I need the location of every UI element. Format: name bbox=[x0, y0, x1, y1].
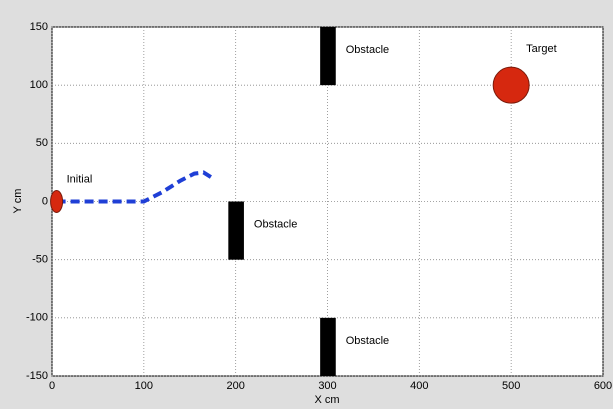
initial-label: Initial bbox=[67, 173, 93, 185]
x-tick-label: 100 bbox=[135, 380, 153, 392]
x-tick-label: 300 bbox=[318, 380, 336, 392]
obstacle bbox=[228, 202, 244, 260]
x-tick-label: 0 bbox=[49, 380, 55, 392]
y-tick-label: 150 bbox=[30, 21, 48, 33]
y-tick-label: -50 bbox=[32, 254, 48, 266]
target-label: Target bbox=[526, 43, 557, 55]
y-tick-label: -100 bbox=[26, 312, 48, 324]
obstacle-label: Obstacle bbox=[346, 335, 389, 347]
x-tick-label: 400 bbox=[410, 380, 428, 392]
target bbox=[493, 67, 529, 103]
y-tick-label: 50 bbox=[36, 137, 48, 149]
x-tick-label: 500 bbox=[502, 380, 520, 392]
chart: X cm Y cm 0100200300400500600-150-100-50… bbox=[0, 0, 613, 409]
initial bbox=[51, 191, 63, 213]
obstacle-label: Obstacle bbox=[254, 218, 297, 230]
x-tick-label: 200 bbox=[226, 380, 244, 392]
x-axis-label: X cm bbox=[314, 394, 339, 406]
y-tick-label: 0 bbox=[42, 195, 48, 207]
x-tick-label: 600 bbox=[594, 380, 612, 392]
y-axis-label: Y cm bbox=[12, 189, 24, 214]
obstacle bbox=[320, 27, 336, 85]
obstacle bbox=[320, 318, 336, 376]
obstacle-label: Obstacle bbox=[346, 44, 389, 56]
y-tick-label: -150 bbox=[26, 370, 48, 382]
y-tick-label: 100 bbox=[30, 79, 48, 91]
